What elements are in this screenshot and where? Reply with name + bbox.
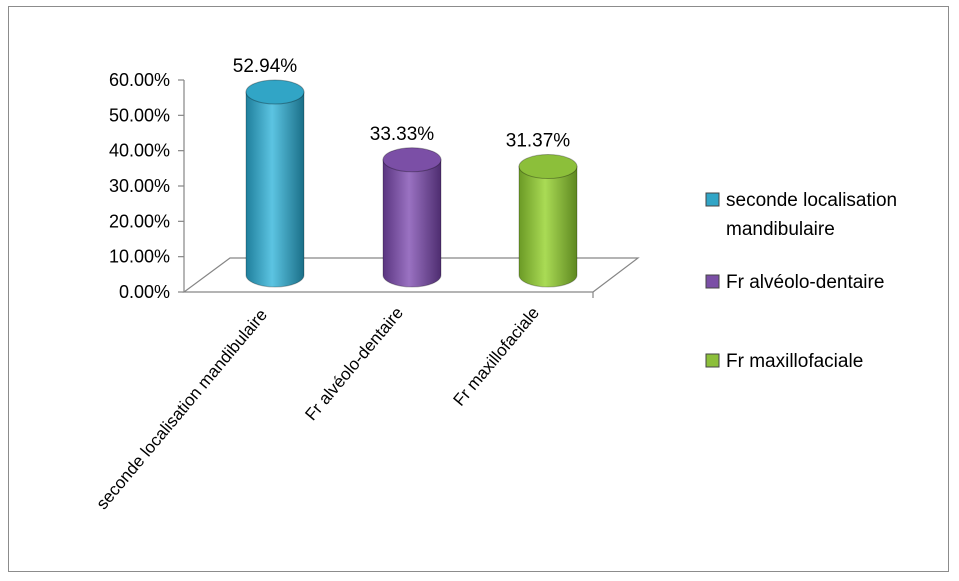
y-tick-label: 0.00% (119, 282, 170, 302)
data-label: 31.37% (506, 131, 571, 152)
bar-1 (245, 79, 305, 288)
chart-floor (182, 257, 640, 293)
bar-2 (382, 147, 442, 288)
data-label: 52.94% (233, 56, 298, 77)
legend-item: Fr maxillofaciale (705, 351, 863, 372)
legend-item: Fr alvéolo-dentaire (705, 272, 884, 293)
x-category-label: Fr alvéolo-dentaire (301, 303, 407, 424)
y-tick-label: 10.00% (109, 247, 170, 267)
legend-swatch (705, 274, 720, 289)
legend-item: seconde localisation mandibulaire (705, 190, 897, 240)
data-label: 33.33% (370, 124, 435, 145)
legend-label: Fr maxillofaciale (726, 351, 863, 372)
y-tick-label: 60.00% (109, 70, 170, 90)
x-category-label: seconde localisation mandibulaire (92, 305, 271, 513)
y-tick-label: 50.00% (109, 105, 170, 125)
legend-swatch (705, 353, 720, 368)
legend-swatch (705, 192, 720, 207)
y-tick-label: 20.00% (109, 211, 170, 231)
y-tick-label: 40.00% (109, 141, 170, 161)
bar-3 (518, 154, 578, 288)
legend-label: seconde localisation mandibulaire (726, 190, 897, 240)
legend-label: Fr alvéolo-dentaire (726, 272, 884, 293)
y-tick-label: 30.00% (109, 176, 170, 196)
chart-frame (8, 6, 949, 572)
x-category-label: Fr maxillofaciale (450, 303, 543, 409)
